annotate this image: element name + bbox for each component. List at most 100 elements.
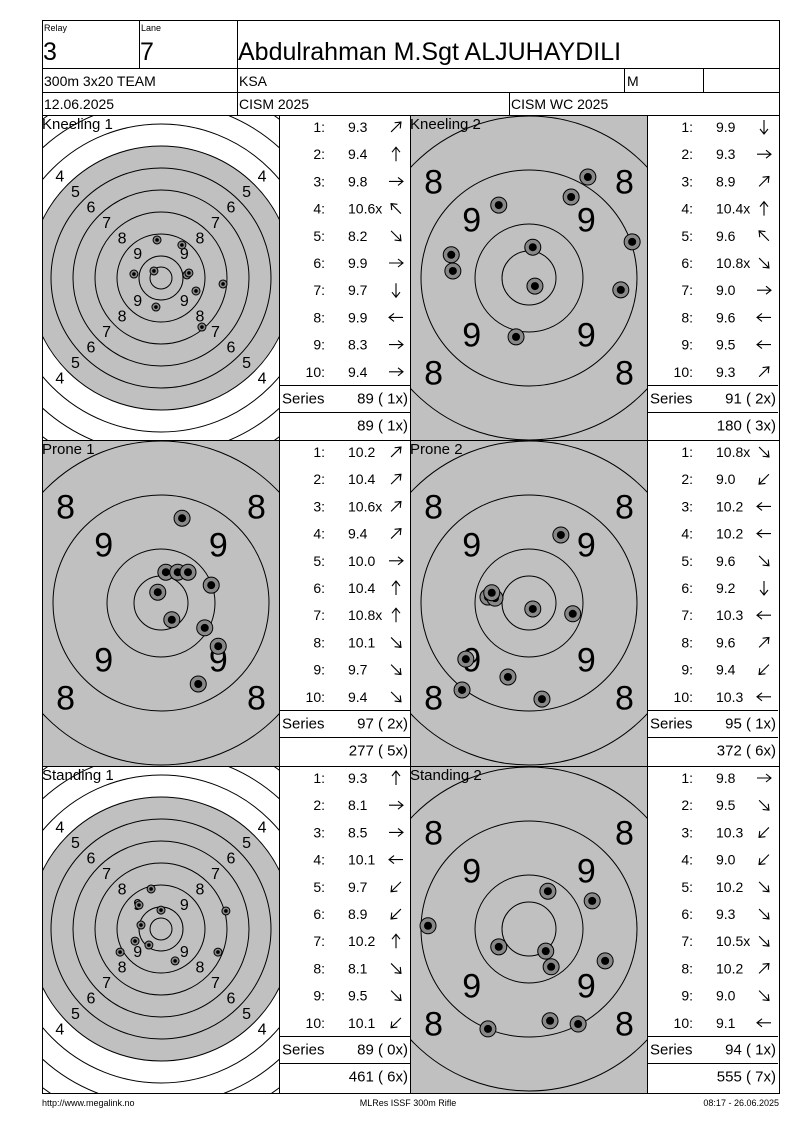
ring [43,774,279,1084]
ring-label: 8 [615,489,634,527]
shot-number: 1: [681,444,693,460]
ring-label: 8 [615,354,634,392]
shot-number: 6: [313,906,325,922]
footer-right: 08:17 - 26.06.2025 [703,1098,779,1108]
shot-number: 5: [313,553,325,569]
shot-arrow [756,610,771,620]
ring [94,211,228,345]
shot-number: 4: [313,526,325,542]
footer-left: http://www.megalink.no [42,1098,135,1108]
shot-number: 5: [681,228,693,244]
shot-score: 9.2 [716,580,736,596]
series-label: Series [650,716,693,733]
target-title: Standing 2 [410,767,482,784]
shot-number: 2: [313,146,325,162]
ring-label: 4 [55,371,64,388]
inner-ring [149,266,173,290]
shot-arrow [389,800,404,810]
shot-number: 2: [681,797,693,813]
shot-number: 4: [313,201,325,217]
shot-score: 9.4 [348,146,368,162]
shot-hole [562,188,580,206]
shot-hole [419,917,437,935]
ring-label: 9 [133,246,142,263]
shot-number: 8: [681,309,693,325]
shot-number: 10: [674,689,693,705]
shot-number: 5: [681,553,693,569]
shot-number: 4: [681,526,693,542]
shot-score: 10.0 [348,553,375,569]
ring-label: 8 [195,882,204,899]
shot-hole [202,576,220,594]
shot-hole [612,281,630,299]
frame [42,20,780,1094]
shot-number: 3: [681,173,693,189]
shot-number: 8: [681,634,693,650]
shot-hole [479,1020,497,1038]
ring-label: 4 [258,819,267,836]
ring [474,548,584,658]
shot-number: 2: [681,471,693,487]
ring-label: 8 [195,231,204,248]
shot-score: 10.2 [716,526,743,542]
shot-arrow [390,230,402,242]
ring-label: 4 [55,1022,64,1039]
shot-hole [507,328,525,346]
shot-hole [115,947,125,957]
shot-arrow [758,962,770,974]
ring-label: 6 [227,199,236,216]
ring-label: 8 [56,489,75,527]
shot-arrow [391,933,401,949]
shot-number: 10: [306,1015,325,1031]
shot-number: 1: [313,770,325,786]
shot-score: 8.3 [348,337,368,353]
shot-arrow [391,607,401,623]
shot-hole [526,277,544,295]
shot-score: 10.2 [716,960,743,976]
running-total: 277 ( 5x) [349,743,408,760]
shot-score: 10.8x [348,607,382,623]
shot-score: 9.5 [348,988,368,1004]
running-total: 372 ( 6x) [717,743,776,760]
ring-label: 7 [211,215,220,232]
shot-score: 8.2 [348,228,368,244]
shot-hole [537,942,555,960]
shot-arrow [389,176,404,186]
shot-hole [184,268,194,278]
shot-arrow [391,283,401,299]
shot-hole [129,269,139,279]
row-lines [279,710,410,738]
ring [52,494,270,712]
shot-arrow [388,855,403,865]
competition: CISM 2025 [239,96,309,112]
shot-score: 9.3 [716,146,736,162]
ring [411,767,647,1092]
shot-arrow [390,1017,402,1029]
shot-number: 9: [313,662,325,678]
target-title: Prone 1 [42,441,95,458]
running-total: 461 ( 6x) [349,1069,408,1086]
shot-score: 9.7 [348,662,368,678]
shot-number: 4: [681,201,693,217]
shot-number: 3: [313,498,325,514]
ring-label: 6 [227,850,236,867]
ring-label: 9 [577,316,596,354]
shot-hole [490,938,508,956]
shot-score: 8.1 [348,797,368,813]
ring-label: 8 [195,308,204,325]
ring-label: 5 [242,355,251,372]
inner-ring [149,917,173,941]
shot-arrow [758,636,770,648]
shot-score: 9.6 [716,309,736,325]
series-label: Series [282,391,325,408]
shot-number: 1: [313,444,325,460]
shot-hole [213,947,223,957]
shot-hole [144,940,154,950]
ring-label: 9 [577,527,596,565]
shot-score: 10.1 [348,1015,375,1031]
inner-ring [501,901,557,957]
ring [474,223,584,333]
shot-arrow [756,529,771,539]
